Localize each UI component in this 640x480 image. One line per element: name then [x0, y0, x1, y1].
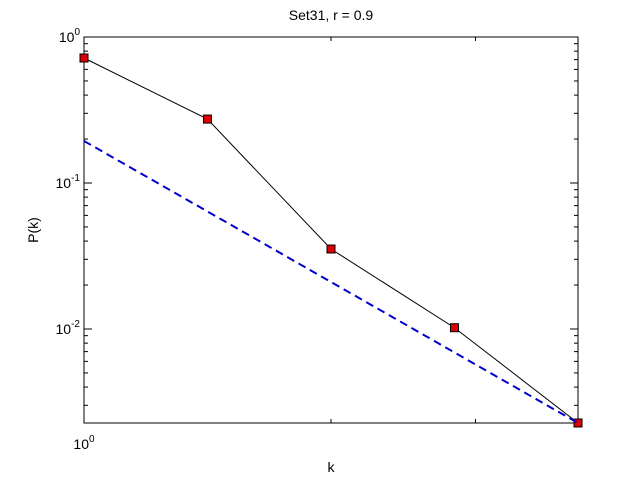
x-axis-label: k — [328, 459, 336, 475]
data-point — [202, 114, 212, 124]
plot-frame — [83, 36, 579, 424]
data-point — [79, 53, 89, 63]
series-line — [83, 140, 579, 424]
y-tick-label: 100 — [59, 27, 81, 45]
data-point — [573, 418, 583, 428]
y-tick-label: 10-2 — [56, 319, 81, 337]
data-point — [449, 323, 459, 333]
y-axis-label: P(k) — [25, 217, 41, 243]
x-tick-label: 100 — [73, 434, 95, 452]
chart-title: Set31, r = 0.9 — [289, 7, 374, 23]
data-point — [326, 244, 336, 254]
y-tick-label: 10-1 — [56, 173, 81, 191]
